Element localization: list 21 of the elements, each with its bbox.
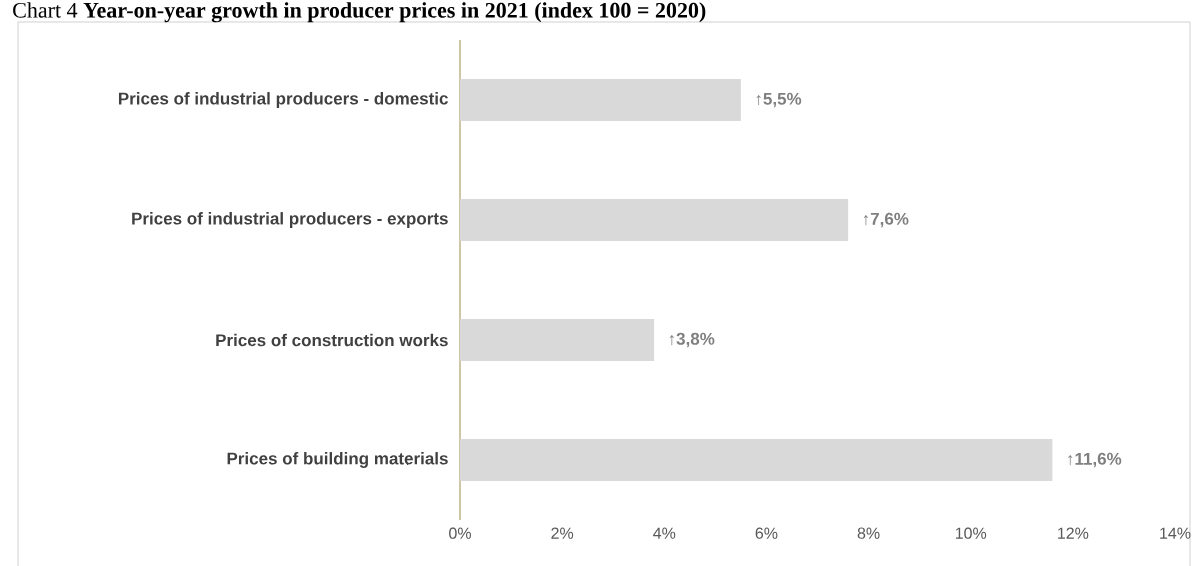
bar [460, 319, 655, 362]
y-tick-label: Prices of building materials [227, 452, 448, 468]
x-tick-label: 10% [955, 527, 987, 539]
y-tick-label: Prices of industrial producers - exports [132, 212, 448, 228]
data-label: ↑3,8% [669, 332, 715, 348]
x-tick-label: 12% [1058, 527, 1089, 539]
bar [460, 199, 849, 241]
bar [460, 79, 741, 122]
x-tick-label: 6% [755, 527, 778, 539]
data-label: ↑7,6% [863, 212, 909, 228]
y-tick-label: Prices of industrial producers - domestic [118, 92, 448, 108]
data-label: ↑11,6% [1068, 452, 1122, 468]
x-tick-label: 14% [1160, 527, 1191, 539]
bar [460, 439, 1053, 482]
x-tick-label: 2% [551, 527, 574, 539]
x-tick-label: 4% [653, 527, 676, 539]
y-tick-label: Prices of construction works [216, 333, 448, 347]
data-label: ↑5,5% [756, 92, 802, 108]
x-tick-label: 0% [449, 527, 471, 539]
chart-title: Chart 4 Year-on-year growth in producer prices in 2021 (index 100 = 2020) [13, 2, 706, 23]
x-tick-label: 8% [857, 527, 880, 539]
